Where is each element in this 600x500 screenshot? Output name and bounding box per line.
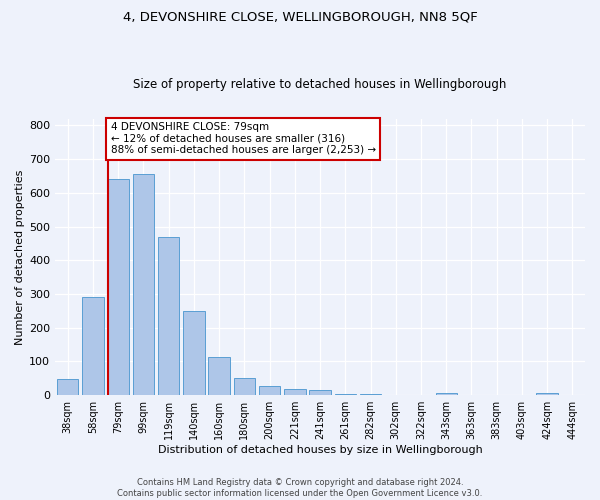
Text: 4, DEVONSHIRE CLOSE, WELLINGBOROUGH, NN8 5QF: 4, DEVONSHIRE CLOSE, WELLINGBOROUGH, NN8…: [122, 10, 478, 23]
Text: Contains HM Land Registry data © Crown copyright and database right 2024.
Contai: Contains HM Land Registry data © Crown c…: [118, 478, 482, 498]
Bar: [107, 180, 129, 395]
Bar: [183, 311, 205, 395]
Text: 4 DEVONSHIRE CLOSE: 79sqm
← 12% of detached houses are smaller (316)
88% of semi: 4 DEVONSHIRE CLOSE: 79sqm ← 12% of detac…: [110, 122, 376, 156]
Bar: [335, 394, 356, 395]
Bar: [82, 298, 104, 395]
Bar: [208, 357, 230, 395]
Bar: [233, 378, 255, 395]
Bar: [310, 390, 331, 395]
Bar: [158, 236, 179, 395]
Y-axis label: Number of detached properties: Number of detached properties: [15, 169, 25, 344]
Bar: [57, 380, 79, 395]
Bar: [360, 394, 381, 395]
Bar: [284, 389, 305, 395]
Bar: [259, 386, 280, 395]
Title: Size of property relative to detached houses in Wellingborough: Size of property relative to detached ho…: [133, 78, 507, 91]
Bar: [133, 174, 154, 395]
Bar: [536, 392, 558, 395]
X-axis label: Distribution of detached houses by size in Wellingborough: Distribution of detached houses by size …: [158, 445, 482, 455]
Bar: [436, 392, 457, 395]
